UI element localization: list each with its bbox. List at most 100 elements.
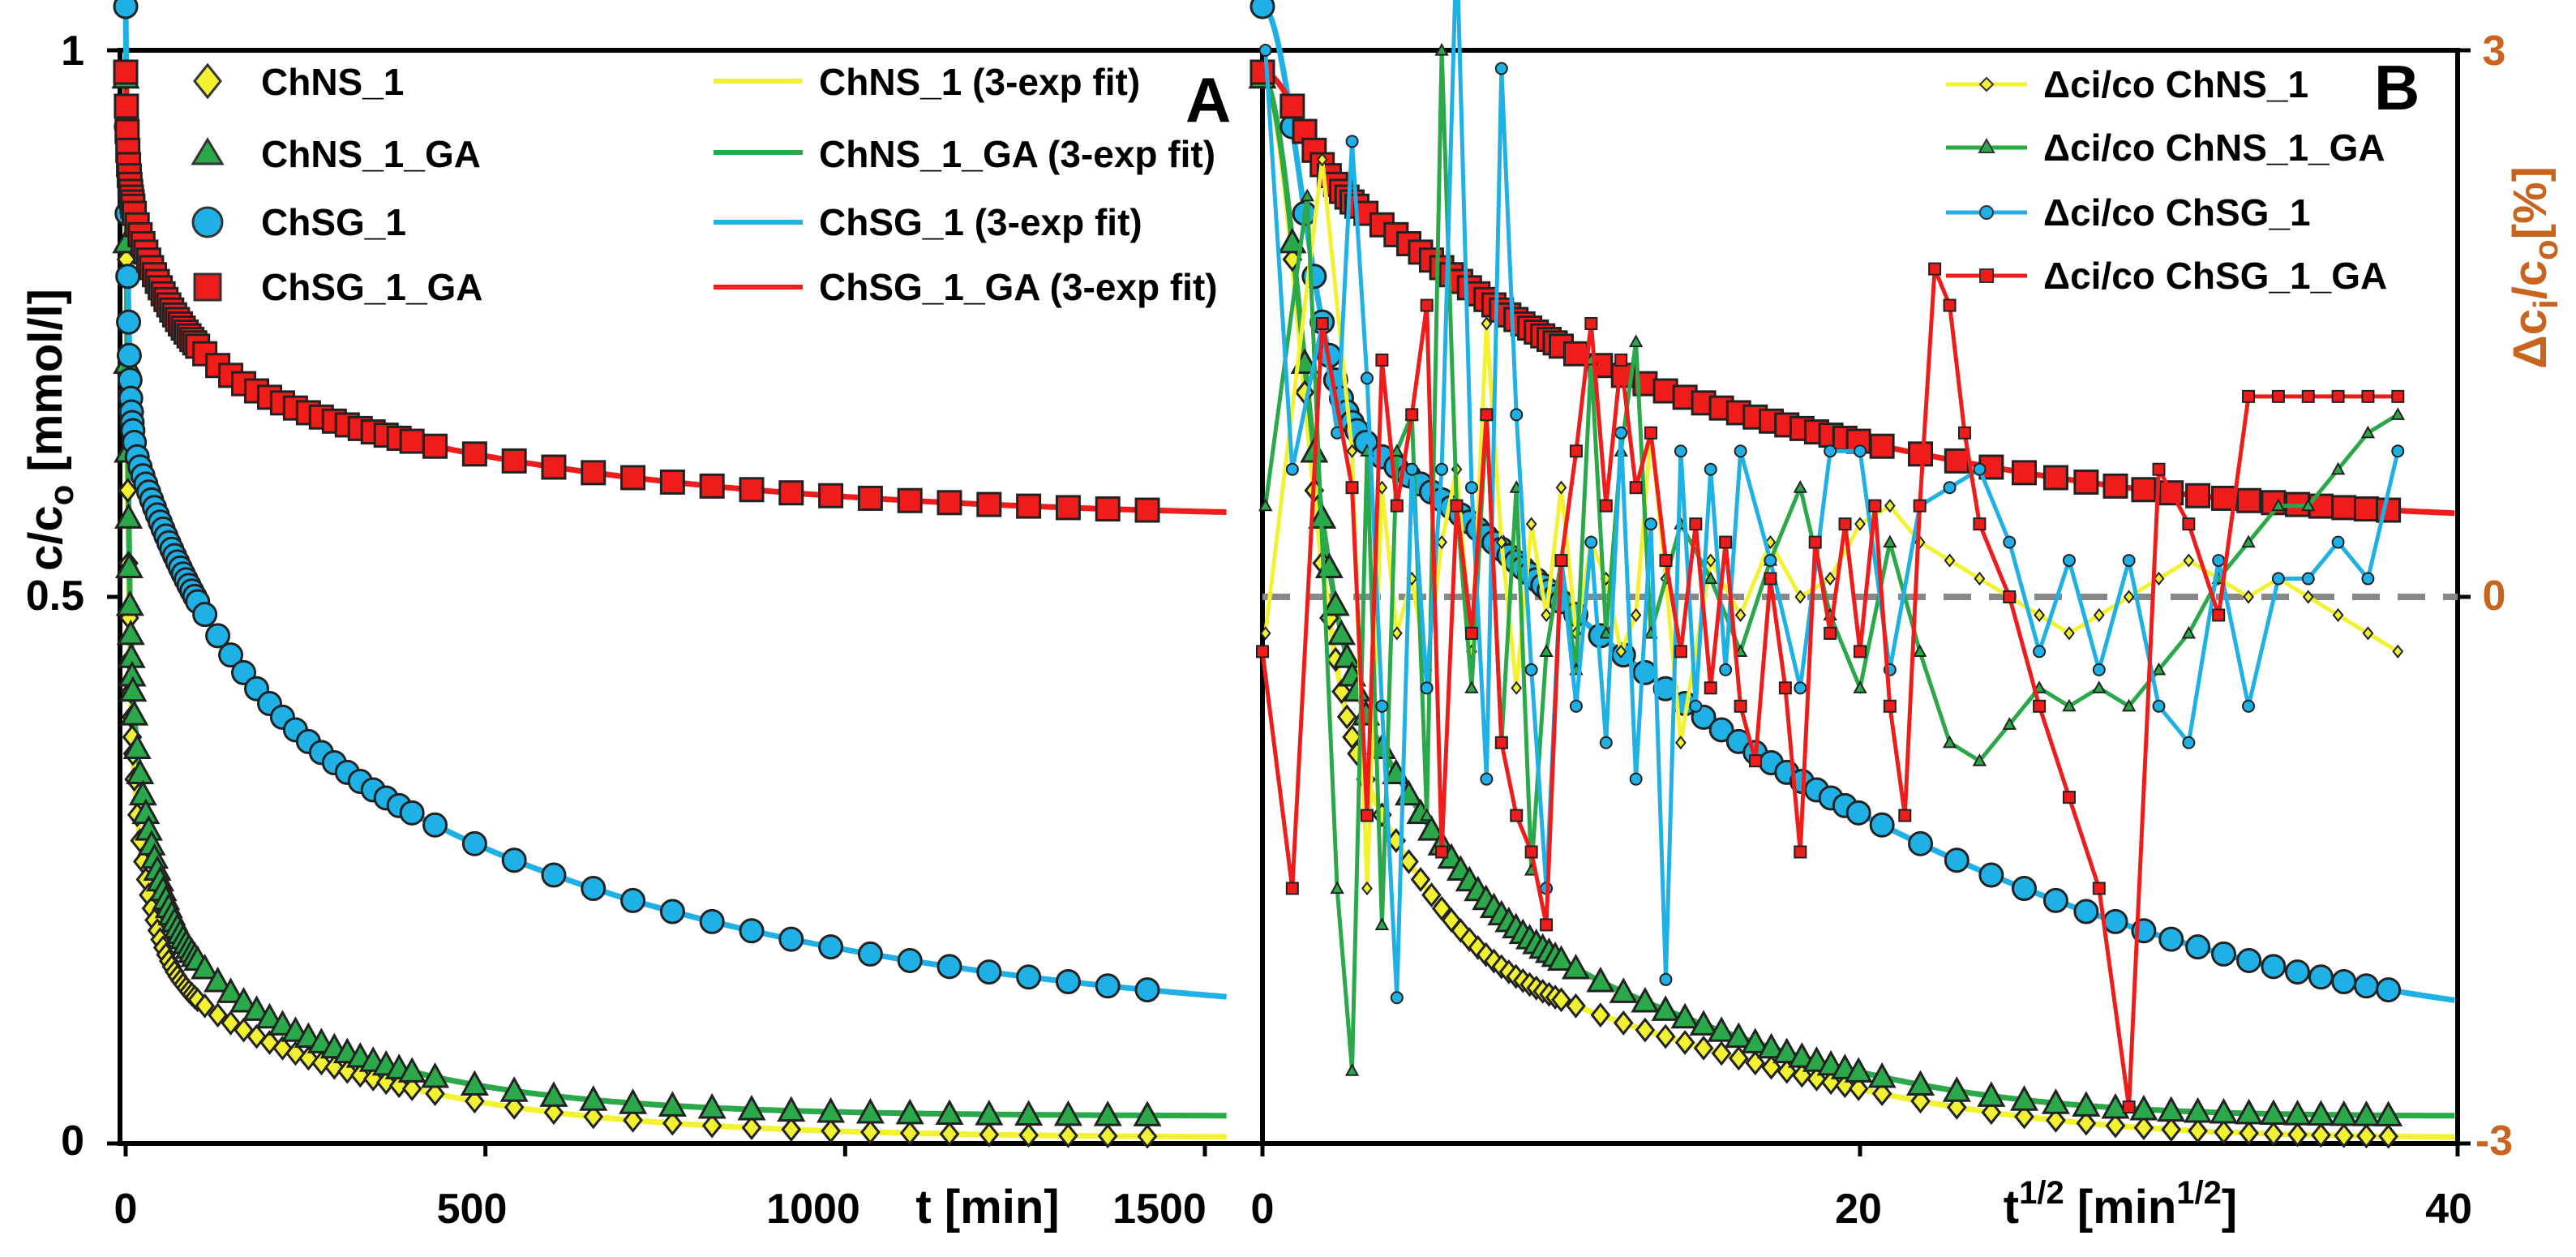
diamond-marker-icon <box>193 62 222 100</box>
triangle-marker-icon <box>191 137 225 165</box>
legend-item-ChNS_1_GA: ChNS_1_GA <box>191 133 481 175</box>
residual-point-Δci/co ChNS_1_GA <box>1374 917 1390 930</box>
residual-point-Δci/co ChNS_1 <box>1704 553 1717 568</box>
residual-point-Δci/co ChNS_1_GA <box>1539 644 1554 657</box>
point-sqrt-ChSG_1 <box>2376 977 2402 1003</box>
point-ChNS_1 <box>821 1118 841 1143</box>
point-ChNS_1_GA <box>1053 1100 1082 1126</box>
residual-point-Δci/co ChNS_1_GA <box>2360 425 2376 439</box>
point-ChNS_1_GA <box>935 1099 964 1126</box>
point-sqrt-ChSG_1_GA <box>2353 496 2379 522</box>
point-sqrt-ChNS_1 <box>2046 1108 2066 1133</box>
xtickA-500: 500 <box>437 1186 508 1233</box>
residual-point-Δci/co ChSG_1 <box>1510 408 1524 422</box>
residual-point-Δci/co ChSG_1_GA <box>1674 645 1687 659</box>
point-ChSG_1 <box>699 908 725 934</box>
y-axis-left: 1 0.5 0 c/co [mmol/l] <box>19 28 84 1165</box>
residual-point-Δci/co ChSG_1_GA <box>1764 572 1777 586</box>
point-ChNS_1_GA <box>242 995 272 1021</box>
residual-point-Δci/co ChNS_1_GA <box>1300 188 1314 202</box>
residual-point-Δci/co ChSG_1 <box>1435 462 1449 476</box>
residual-point-Δci/co ChSG_1_GA <box>2212 608 2226 622</box>
point-sqrt-ChNS_1_GA <box>1670 1002 1699 1029</box>
residual-point-Δci/co ChNS_1 <box>1630 607 1642 623</box>
point-ChSG_1_GA <box>937 490 962 516</box>
panel-label-B: B <box>2374 52 2420 123</box>
residual-point-Δci/co ChSG_1 <box>1390 991 1404 1005</box>
residual-point-Δci/co ChSG_1 <box>1943 481 1957 495</box>
residual-point-Δci/co ChSG_1_GA <box>1883 699 1897 713</box>
residual-point-Δci/co ChNS_1 <box>1361 881 1373 896</box>
residual-point-Δci/co ChSG_1_GA <box>1928 262 1942 276</box>
point-sqrt-ChNS_1 <box>2214 1119 2234 1145</box>
point-sqrt-ChSG_1_GA <box>1908 441 1934 467</box>
residual-point-Δci/co ChNS_1_GA <box>2241 534 2256 548</box>
point-ChSG_1 <box>976 959 1002 985</box>
ytick-0: 0 <box>61 1118 84 1165</box>
point-sqrt-ChSG_1_GA <box>2102 473 2128 499</box>
xlabelB-mid: [min <box>2064 1181 2177 1233</box>
residual-point-Δci/co ChNS_1_GA <box>1628 334 1644 348</box>
legend-label: Δci/co ChSG_1_GA <box>2043 255 2387 297</box>
point-ChSG_1 <box>1134 977 1160 1003</box>
point-sqrt-ChSG_1 <box>2102 908 2128 934</box>
residual-point-Δci/co ChSG_1 <box>2212 554 2226 568</box>
point-ChNS_1_GA <box>122 733 152 759</box>
point-sqrt-ChSG_1 <box>2042 887 2068 913</box>
point-sqrt-ChNS_1 <box>1910 1088 1931 1114</box>
point-sqrt-ChNS_1 <box>2076 1110 2097 1136</box>
residual-point-Δci/co ChSG_1_GA <box>1973 517 1987 531</box>
circle-marker-icon <box>1979 205 1994 220</box>
point-sqrt-ChNS_1_GA <box>2209 1097 2239 1124</box>
point-ChNS_1_GA <box>895 1098 924 1125</box>
point-ChNS_1_GA <box>737 1094 766 1121</box>
residual-point-Δci/co ChSG_1_GA <box>2122 1100 2136 1114</box>
point-ChNS_1_GA <box>114 552 144 578</box>
diamond-marker-icon <box>1978 76 1995 92</box>
point-sqrt-ChSG_1_GA <box>1279 93 1305 119</box>
residual-point-Δci/co ChNS_1_GA <box>1913 644 1927 657</box>
point-sqrt-ChNS_1_GA <box>1689 1010 1718 1036</box>
point-sqrt-ChSG_1 <box>1908 830 1934 856</box>
legend-fit-label: ChSG_1 (3-exp fit) <box>819 201 1142 243</box>
residual-point-Δci/co ChNS_1 <box>1525 517 1537 531</box>
residual-point-Δci/co ChSG_1_GA <box>1285 882 1299 895</box>
residual-point-Δci/co ChNS_1_GA <box>1853 680 1867 693</box>
point-sqrt-ChSG_1 <box>2211 941 2237 967</box>
residual-point-Δci/co ChSG_1 <box>1345 135 1359 148</box>
xtickB-40: 40 <box>2425 1186 2472 1233</box>
point-ChSG_1 <box>778 926 804 952</box>
y2-axis-title: Δci/co[%] <box>2504 166 2565 369</box>
residual-point-Δci/co ChSG_1_GA <box>2301 389 2315 403</box>
xtickB-0: 0 <box>1251 1186 1275 1233</box>
point-sqrt-ChNS_1_GA <box>2374 1100 2403 1126</box>
point-ChNS_1 <box>1018 1122 1039 1148</box>
residual-point-Δci/co ChNS_1 <box>1884 499 1896 513</box>
point-sqrt-ChSG_1_GA <box>2073 469 2099 495</box>
residual-point-Δci/co ChSG_1 <box>1599 736 1613 749</box>
point-ChNS_1 <box>504 1094 525 1120</box>
point-ChSG_1 <box>897 947 923 973</box>
point-sqrt-ChSG_1 <box>2158 926 2184 952</box>
point-sqrt-ChNS_1 <box>1777 1058 1798 1084</box>
point-sqrt-ChSG_1_GA <box>2236 487 2262 513</box>
point-ChSG_1 <box>205 623 231 649</box>
point-sqrt-ChSG_1 <box>2236 947 2262 973</box>
point-ChSG_1 <box>581 875 606 901</box>
point-ChSG_1_GA <box>1095 496 1121 522</box>
point-sqrt-ChNS_1_GA <box>1844 1057 1873 1083</box>
point-ChNS_1_GA <box>126 758 155 785</box>
point-ChNS_1 <box>623 1108 643 1133</box>
residual-point-Δci/co ChSG_1 <box>1360 371 1374 385</box>
point-ChSG_1 <box>501 847 527 873</box>
residual-point-Δci/co ChSG_1_GA <box>2182 517 2196 531</box>
point-ChNS_1_GA <box>499 1076 529 1102</box>
residual-point-Δci/co ChSG_1 <box>2331 535 2345 549</box>
residual-point-Δci/co ChSG_1 <box>1584 535 1598 549</box>
ylabel-tail: [mmol/l] <box>19 289 72 485</box>
point-ChSG_1 <box>1016 964 1042 990</box>
point-ChNS_1 <box>1137 1123 1158 1149</box>
point-sqrt-ChNS_1 <box>1421 882 1442 907</box>
residual-point-Δci/co ChSG_1 <box>1569 699 1583 713</box>
point-sqrt-ChSG_1 <box>2261 954 2287 980</box>
